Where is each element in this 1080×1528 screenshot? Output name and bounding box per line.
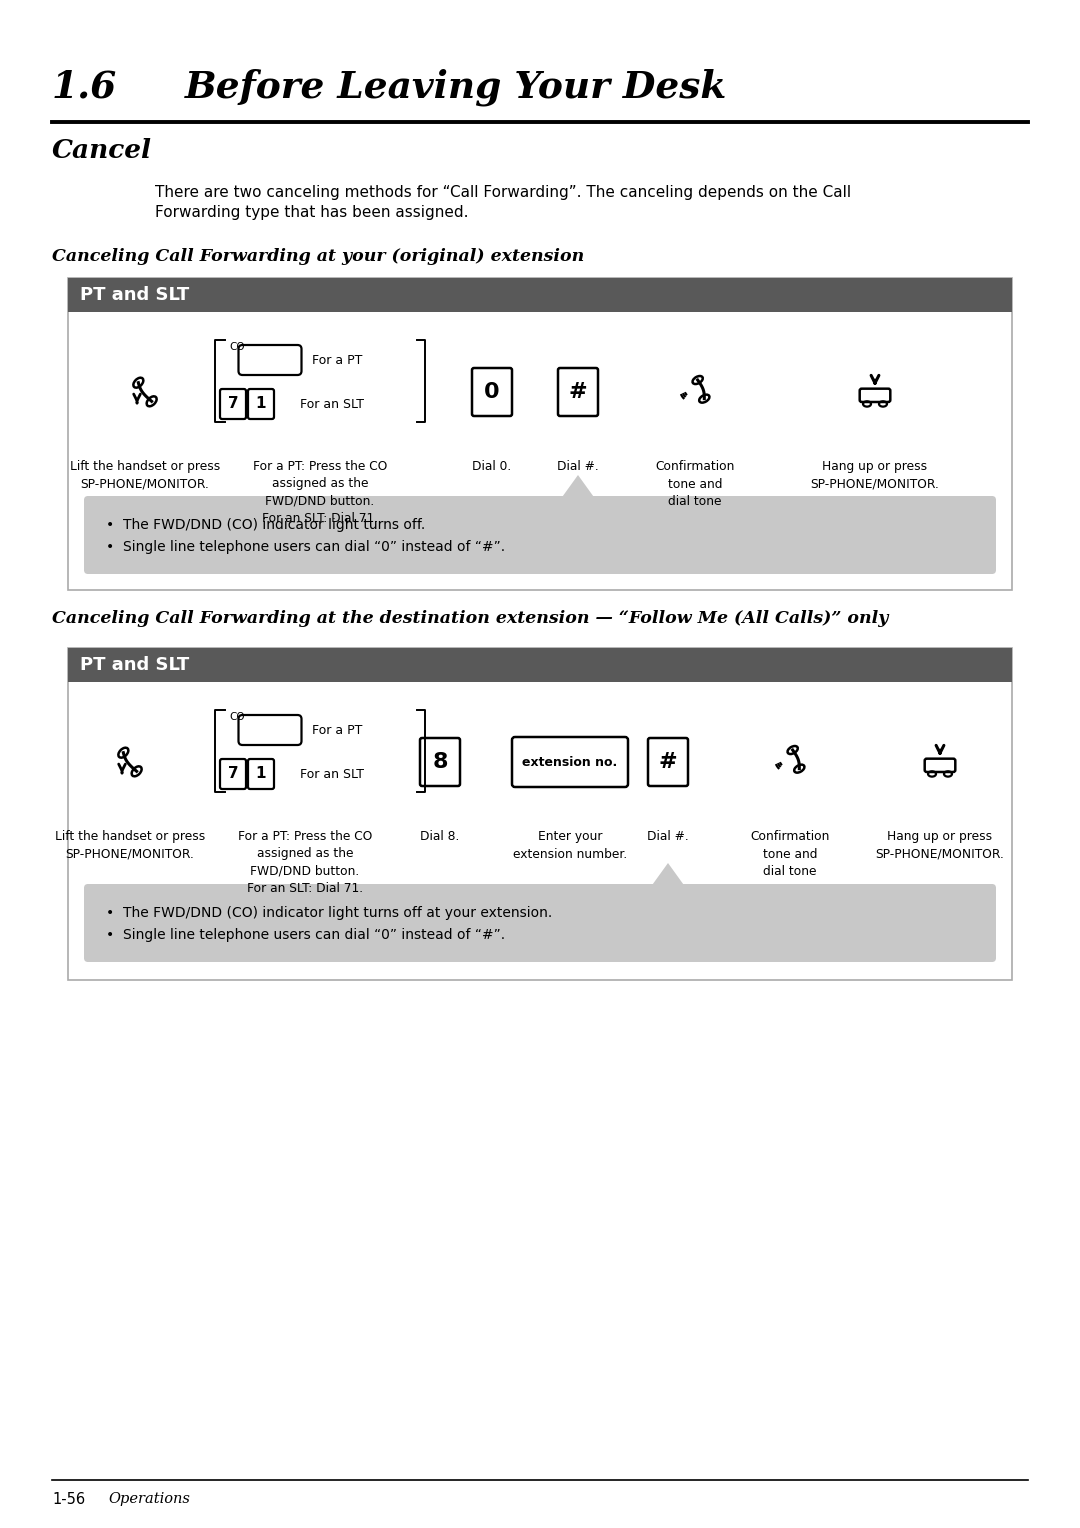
Text: 7: 7 xyxy=(228,767,239,781)
FancyBboxPatch shape xyxy=(248,759,274,788)
Polygon shape xyxy=(561,475,596,500)
Text: For an SLT: For an SLT xyxy=(300,397,364,411)
Text: For a PT: For a PT xyxy=(312,723,363,736)
Text: Enter your
extension number.: Enter your extension number. xyxy=(513,830,627,860)
Text: There are two canceling methods for “Call Forwarding”. The canceling depends on : There are two canceling methods for “Cal… xyxy=(156,185,851,200)
Text: Confirmation
tone and
dial tone: Confirmation tone and dial tone xyxy=(656,460,734,507)
Text: PT and SLT: PT and SLT xyxy=(80,286,189,304)
Text: Dial #.: Dial #. xyxy=(647,830,689,843)
Text: CO: CO xyxy=(229,712,245,723)
Text: Dial #.: Dial #. xyxy=(557,460,599,474)
FancyBboxPatch shape xyxy=(648,738,688,785)
Text: Before Leaving Your Desk: Before Leaving Your Desk xyxy=(185,69,727,105)
Polygon shape xyxy=(650,863,686,888)
FancyBboxPatch shape xyxy=(239,345,301,374)
FancyBboxPatch shape xyxy=(472,368,512,416)
Text: For a PT: Press the CO
assigned as the
FWD/DND button.
For an SLT: Dial 71.: For a PT: Press the CO assigned as the F… xyxy=(238,830,373,895)
Text: Hang up or press
SP-PHONE/MONITOR.: Hang up or press SP-PHONE/MONITOR. xyxy=(811,460,940,490)
FancyBboxPatch shape xyxy=(248,390,274,419)
Text: Confirmation
tone and
dial tone: Confirmation tone and dial tone xyxy=(751,830,829,879)
Text: Canceling Call Forwarding at the destination extension — “Follow Me (All Calls)”: Canceling Call Forwarding at the destina… xyxy=(52,610,889,626)
Text: Hang up or press
SP-PHONE/MONITOR.: Hang up or press SP-PHONE/MONITOR. xyxy=(876,830,1004,860)
Text: Forwarding type that has been assigned.: Forwarding type that has been assigned. xyxy=(156,205,469,220)
Text: #: # xyxy=(659,752,677,772)
FancyBboxPatch shape xyxy=(220,759,246,788)
Text: PT and SLT: PT and SLT xyxy=(80,656,189,674)
Text: For an SLT: For an SLT xyxy=(300,767,364,781)
FancyBboxPatch shape xyxy=(860,388,890,402)
Text: 1: 1 xyxy=(256,767,267,781)
FancyBboxPatch shape xyxy=(512,736,627,787)
Bar xyxy=(68,648,1012,979)
Text: •  Single line telephone users can dial “0” instead of “#”.: • Single line telephone users can dial “… xyxy=(106,927,505,941)
Text: 1: 1 xyxy=(256,396,267,411)
Text: 0: 0 xyxy=(484,382,500,402)
FancyBboxPatch shape xyxy=(924,759,956,772)
Text: Dial 8.: Dial 8. xyxy=(420,830,460,843)
Text: Lift the handset or press
SP-PHONE/MONITOR.: Lift the handset or press SP-PHONE/MONIT… xyxy=(70,460,220,490)
Text: For a PT: For a PT xyxy=(312,353,363,367)
Text: 7: 7 xyxy=(228,396,239,411)
FancyBboxPatch shape xyxy=(84,497,996,575)
Text: #: # xyxy=(569,382,588,402)
Text: For a PT: Press the CO
assigned as the
FWD/DND button.
For an SLT: Dial 71.: For a PT: Press the CO assigned as the F… xyxy=(253,460,388,526)
Text: •  The FWD/DND (CO) indicator light turns off.: • The FWD/DND (CO) indicator light turns… xyxy=(106,518,426,532)
Text: Cancel: Cancel xyxy=(52,138,152,163)
FancyBboxPatch shape xyxy=(239,715,301,746)
FancyBboxPatch shape xyxy=(84,885,996,963)
Text: Operations: Operations xyxy=(108,1491,190,1507)
Text: extension no.: extension no. xyxy=(523,755,618,769)
Text: •  Single line telephone users can dial “0” instead of “#”.: • Single line telephone users can dial “… xyxy=(106,539,505,555)
Text: CO: CO xyxy=(229,342,245,351)
Bar xyxy=(68,278,1012,590)
Text: Canceling Call Forwarding at your (original) extension: Canceling Call Forwarding at your (origi… xyxy=(52,248,584,264)
Text: 8: 8 xyxy=(432,752,448,772)
Bar xyxy=(68,278,1012,312)
Text: •  The FWD/DND (CO) indicator light turns off at your extension.: • The FWD/DND (CO) indicator light turns… xyxy=(106,906,552,920)
Text: Lift the handset or press
SP-PHONE/MONITOR.: Lift the handset or press SP-PHONE/MONIT… xyxy=(55,830,205,860)
Text: 1.6: 1.6 xyxy=(52,69,118,105)
FancyBboxPatch shape xyxy=(220,390,246,419)
FancyBboxPatch shape xyxy=(420,738,460,785)
Text: Dial 0.: Dial 0. xyxy=(472,460,512,474)
Bar xyxy=(68,648,1012,681)
FancyBboxPatch shape xyxy=(558,368,598,416)
Text: 1-56: 1-56 xyxy=(52,1491,85,1507)
